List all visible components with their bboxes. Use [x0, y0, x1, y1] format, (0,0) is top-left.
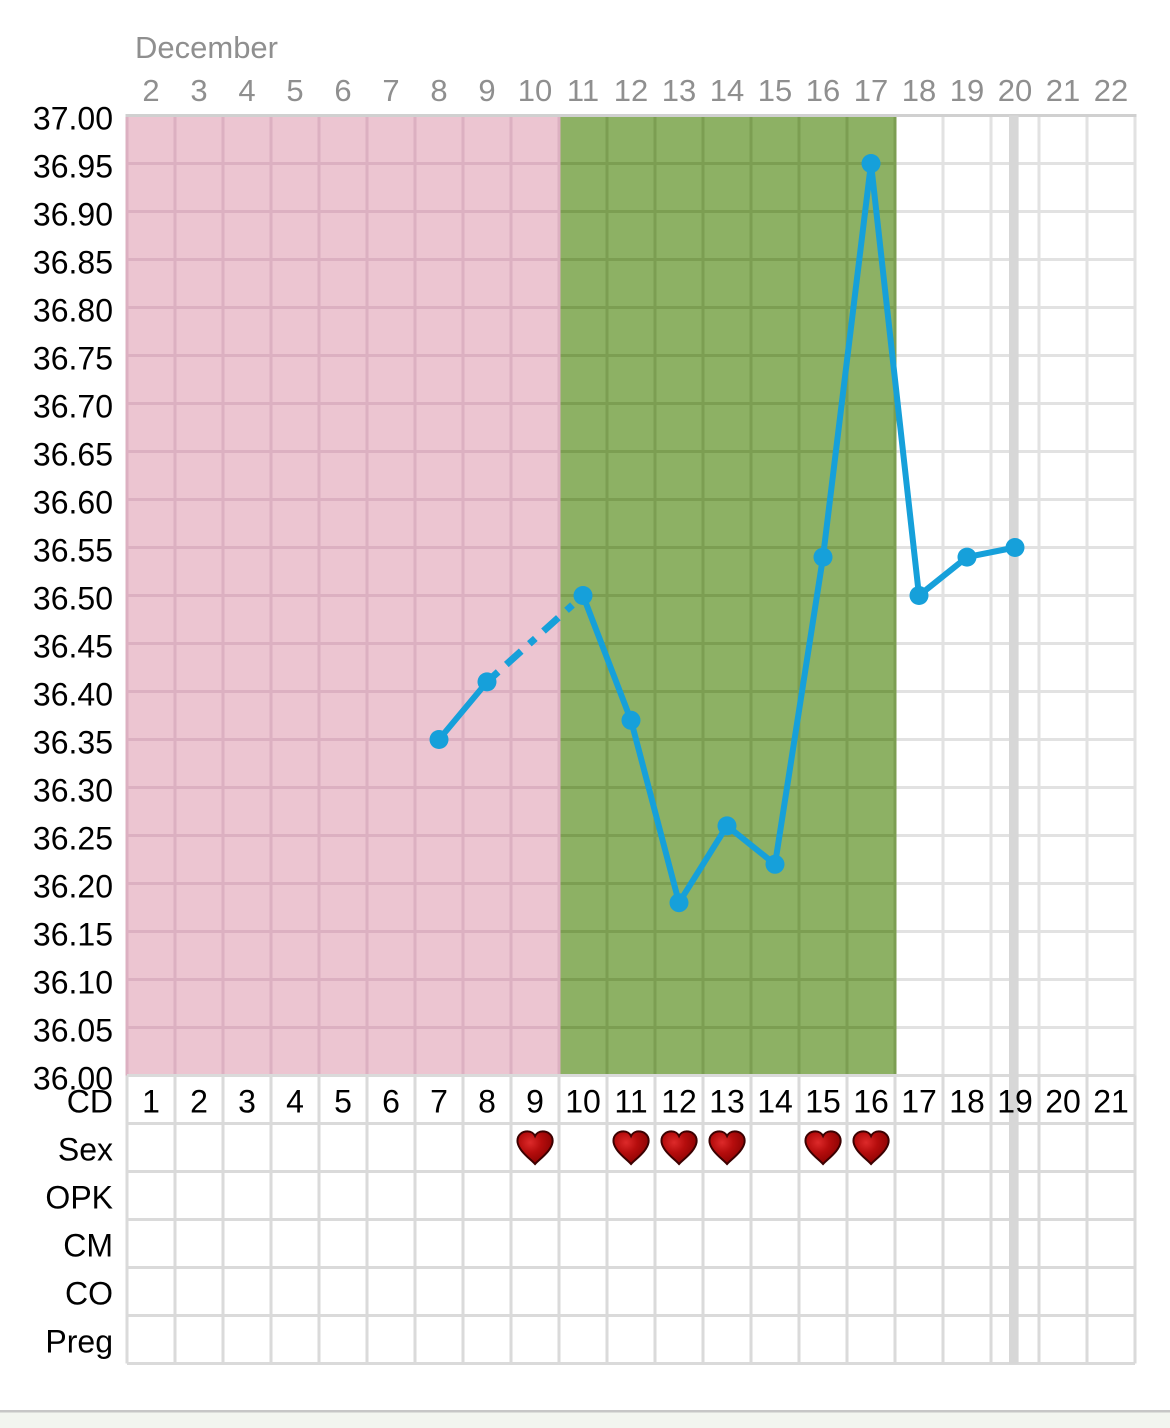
svg-text:December: December [135, 30, 278, 65]
svg-text:6: 6 [334, 73, 351, 108]
svg-text:36.40: 36.40 [33, 677, 113, 713]
svg-text:20: 20 [1045, 1084, 1081, 1120]
svg-text:OPK: OPK [45, 1180, 113, 1216]
svg-text:8: 8 [478, 1084, 496, 1120]
svg-text:36.20: 36.20 [33, 869, 113, 905]
svg-text:36.30: 36.30 [33, 773, 113, 809]
svg-text:11: 11 [567, 73, 599, 108]
svg-text:Sex: Sex [58, 1132, 113, 1168]
svg-text:36.15: 36.15 [33, 917, 113, 953]
svg-text:16: 16 [806, 73, 840, 108]
svg-text:4: 4 [238, 73, 255, 108]
svg-text:13: 13 [709, 1084, 745, 1120]
svg-text:36.05: 36.05 [33, 1013, 113, 1049]
svg-text:22: 22 [1094, 73, 1128, 108]
svg-text:2: 2 [190, 1084, 208, 1120]
svg-text:17: 17 [901, 1084, 937, 1120]
svg-text:18: 18 [902, 73, 936, 108]
svg-text:37.00: 37.00 [33, 101, 113, 137]
svg-text:14: 14 [757, 1084, 793, 1120]
svg-text:36.85: 36.85 [33, 245, 113, 281]
svg-text:10: 10 [565, 1084, 601, 1120]
svg-text:Preg: Preg [45, 1324, 113, 1360]
svg-text:20: 20 [998, 73, 1032, 108]
svg-text:4: 4 [286, 1084, 304, 1120]
svg-text:15: 15 [805, 1084, 841, 1120]
svg-text:36.00: 36.00 [33, 1061, 113, 1097]
svg-text:3: 3 [190, 73, 207, 108]
svg-text:14: 14 [710, 73, 744, 108]
svg-text:21: 21 [1046, 73, 1080, 108]
svg-text:8: 8 [430, 73, 447, 108]
svg-text:36.45: 36.45 [33, 629, 113, 665]
svg-text:36.50: 36.50 [33, 581, 113, 617]
svg-text:36.35: 36.35 [33, 725, 113, 761]
svg-text:17: 17 [854, 73, 888, 108]
svg-text:13: 13 [662, 73, 696, 108]
svg-text:5: 5 [286, 73, 303, 108]
svg-text:7: 7 [382, 73, 399, 108]
svg-text:3: 3 [238, 1084, 256, 1120]
svg-text:21: 21 [1093, 1084, 1129, 1120]
svg-text:9: 9 [478, 73, 495, 108]
svg-text:16: 16 [853, 1084, 889, 1120]
svg-text:6: 6 [382, 1084, 400, 1120]
svg-text:36.90: 36.90 [33, 197, 113, 233]
svg-text:9: 9 [526, 1084, 544, 1120]
svg-text:36.10: 36.10 [33, 965, 113, 1001]
svg-text:36.80: 36.80 [33, 293, 113, 329]
svg-text:15: 15 [758, 73, 792, 108]
svg-text:11: 11 [614, 1084, 647, 1120]
svg-text:CM: CM [63, 1228, 113, 1264]
svg-text:10: 10 [518, 73, 552, 108]
svg-text:36.25: 36.25 [33, 821, 113, 857]
svg-text:36.55: 36.55 [33, 533, 113, 569]
svg-text:2: 2 [142, 73, 159, 108]
svg-text:CD: CD [67, 1084, 113, 1120]
svg-text:36.95: 36.95 [33, 149, 113, 185]
svg-text:36.75: 36.75 [33, 341, 113, 377]
svg-text:12: 12 [614, 73, 648, 108]
svg-text:18: 18 [949, 1084, 985, 1120]
svg-text:1: 1 [142, 1084, 160, 1120]
svg-text:5: 5 [334, 1084, 352, 1120]
svg-text:36.60: 36.60 [33, 485, 113, 521]
svg-text:19: 19 [997, 1084, 1033, 1120]
svg-text:CO: CO [65, 1276, 113, 1312]
svg-text:36.65: 36.65 [33, 437, 113, 473]
svg-text:19: 19 [950, 73, 984, 108]
svg-text:7: 7 [430, 1084, 448, 1120]
svg-text:12: 12 [661, 1084, 697, 1120]
svg-text:36.70: 36.70 [33, 389, 113, 425]
